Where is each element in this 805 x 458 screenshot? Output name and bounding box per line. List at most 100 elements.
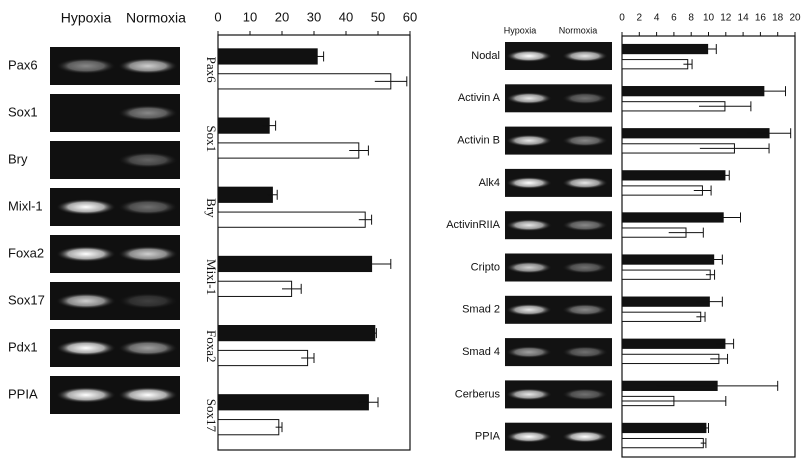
gene-label: Sox17 bbox=[8, 292, 45, 307]
gene-label: Alk4 bbox=[479, 177, 500, 189]
gel-band bbox=[118, 293, 178, 309]
category-label: Sox17 bbox=[204, 399, 219, 433]
bar bbox=[218, 118, 269, 133]
x-tick-label: 20 bbox=[789, 13, 801, 24]
bar bbox=[218, 143, 359, 158]
gene-label: Activin A bbox=[458, 92, 501, 104]
bar bbox=[218, 49, 317, 64]
gene-label: Smad 2 bbox=[462, 304, 500, 316]
bar bbox=[622, 44, 708, 53]
gel-band bbox=[506, 135, 552, 147]
x-tick-label: 8 bbox=[688, 13, 694, 24]
bar bbox=[622, 339, 725, 348]
x-tick-label: 0 bbox=[214, 9, 221, 24]
bar bbox=[218, 395, 368, 410]
x-tick-label: 40 bbox=[339, 9, 353, 24]
bar bbox=[622, 312, 701, 321]
gel-band bbox=[56, 58, 116, 74]
gel-band bbox=[506, 388, 552, 400]
gel-band bbox=[562, 50, 608, 62]
gel-band bbox=[562, 304, 608, 316]
gel-band bbox=[118, 387, 178, 403]
gel-band bbox=[506, 177, 552, 189]
gel-band bbox=[118, 246, 178, 262]
bar bbox=[622, 438, 703, 447]
x-tick-label: 10 bbox=[243, 9, 257, 24]
gene-label: Nodal bbox=[471, 50, 500, 62]
gene-label: Cripto bbox=[471, 261, 500, 273]
gel-band bbox=[56, 293, 116, 309]
category-label: Foxa2 bbox=[204, 330, 219, 363]
gene-label: Cerberus bbox=[455, 388, 501, 400]
gel-band bbox=[562, 92, 608, 104]
bar bbox=[218, 350, 308, 365]
bar bbox=[218, 187, 272, 202]
gene-label: Bry bbox=[8, 151, 28, 166]
gene-label: PPIA bbox=[475, 431, 501, 443]
gel-band bbox=[56, 246, 116, 262]
gel-band bbox=[118, 152, 178, 168]
gene-label: PPIA bbox=[8, 386, 38, 401]
gel-band bbox=[56, 199, 116, 215]
bar bbox=[218, 420, 279, 435]
gene-label: ActivinRIIA bbox=[446, 219, 500, 231]
plot-frame bbox=[622, 36, 795, 457]
gel-band bbox=[118, 105, 178, 121]
gene-label: Smad 4 bbox=[462, 346, 500, 358]
gel-band bbox=[506, 50, 552, 62]
gene-label: Foxa2 bbox=[8, 245, 44, 260]
x-tick-label: 14 bbox=[738, 13, 750, 24]
x-tick-label: 50 bbox=[371, 9, 385, 24]
bar bbox=[218, 281, 292, 296]
gel-band bbox=[562, 219, 608, 231]
gel-band bbox=[118, 340, 178, 356]
bar bbox=[218, 74, 391, 89]
gel-band bbox=[562, 177, 608, 189]
gene-label: Sox1 bbox=[8, 104, 38, 119]
category-label: Pax6 bbox=[204, 57, 219, 84]
category-label: Bry bbox=[204, 198, 219, 218]
bar bbox=[218, 256, 372, 271]
x-tick-label: 60 bbox=[403, 9, 417, 24]
bar bbox=[218, 212, 365, 227]
x-tick-label: 2 bbox=[637, 13, 643, 24]
x-tick-label: 18 bbox=[772, 13, 784, 24]
category-label: Sox1 bbox=[204, 125, 219, 152]
gene-label: Pdx1 bbox=[8, 339, 38, 354]
bar bbox=[622, 60, 688, 69]
gene-label: Mixl-1 bbox=[8, 198, 43, 213]
bar bbox=[622, 423, 706, 432]
figure: Hypoxia Normoxia Pax6 Sox1 Bry Mixl-1 Foxa2 Sox… bbox=[0, 0, 805, 458]
gel-band bbox=[506, 431, 552, 443]
x-tick-label: 6 bbox=[671, 13, 677, 24]
bar bbox=[218, 326, 375, 341]
gel-band bbox=[562, 262, 608, 274]
x-tick-label: 20 bbox=[275, 9, 289, 24]
gel-header: Normoxia bbox=[126, 10, 186, 26]
bar bbox=[622, 171, 725, 180]
x-tick-label: 10 bbox=[703, 13, 715, 24]
gel-band bbox=[118, 58, 178, 74]
bar bbox=[622, 354, 719, 363]
gel-band bbox=[506, 304, 552, 316]
bar bbox=[622, 270, 710, 279]
bar bbox=[622, 297, 709, 306]
bar bbox=[622, 129, 769, 138]
gel-band bbox=[562, 388, 608, 400]
plot-frame bbox=[218, 35, 410, 450]
category-label: Mixl-1 bbox=[204, 259, 219, 295]
gel-band bbox=[562, 431, 608, 443]
gene-label: Activin B bbox=[457, 135, 500, 147]
x-tick-label: 16 bbox=[755, 13, 767, 24]
gene-label: Pax6 bbox=[8, 57, 38, 72]
gel-header: Normoxia bbox=[559, 25, 598, 35]
gel-band bbox=[506, 92, 552, 104]
x-tick-label: 4 bbox=[654, 13, 660, 24]
gel-band bbox=[562, 346, 608, 358]
gel-band bbox=[118, 199, 178, 215]
x-tick-label: 30 bbox=[307, 9, 321, 24]
gel-header: Hypoxia bbox=[504, 25, 537, 35]
x-tick-label: 0 bbox=[619, 13, 625, 24]
gel-header: Hypoxia bbox=[61, 10, 112, 26]
bar bbox=[622, 186, 702, 195]
